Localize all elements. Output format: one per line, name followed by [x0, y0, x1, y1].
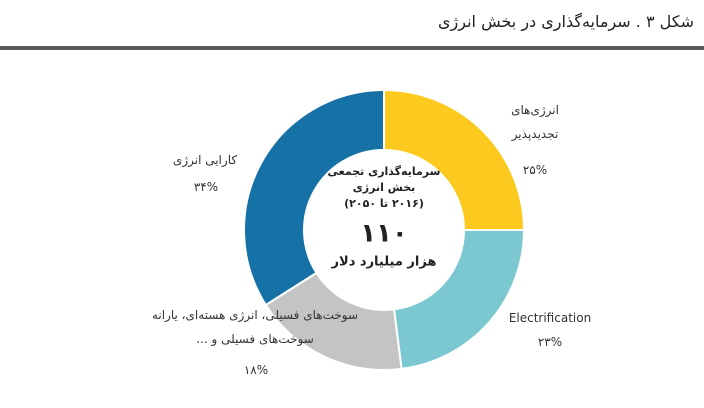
donut-slice	[383, 88, 526, 231]
center-text: (۲۰۱۶ تا ۲۰۵۰)	[344, 197, 424, 210]
figure-title: شکل ۳ . سرمایه‌گذاری در بخش انرژی	[438, 12, 694, 31]
category-label: انرژی‌های تجدیدپذیر	[511, 103, 559, 141]
category-label: Electrification	[508, 311, 592, 325]
category-label: سوخت‌های فسیلی، انرژی هسته‌ای، یارانه سو…	[151, 308, 359, 346]
value-label: ۲۳%	[537, 335, 563, 349]
donut-slice	[392, 229, 526, 371]
category-label: کارایی انرژی	[172, 153, 238, 167]
donut-slice	[243, 88, 385, 307]
value-label: ۲۵%	[522, 163, 548, 177]
center-text: بخش انرژی	[353, 181, 416, 194]
value-label: ۱۸%	[243, 363, 269, 377]
center-unit: هزار میلیارد دلار	[331, 255, 437, 270]
center-text: سرمایه‌گذاری تجمعی	[328, 165, 441, 178]
title-rule	[0, 46, 704, 50]
value-label: ۳۴%	[193, 180, 219, 194]
center-total: ۱۱۰	[360, 219, 408, 249]
